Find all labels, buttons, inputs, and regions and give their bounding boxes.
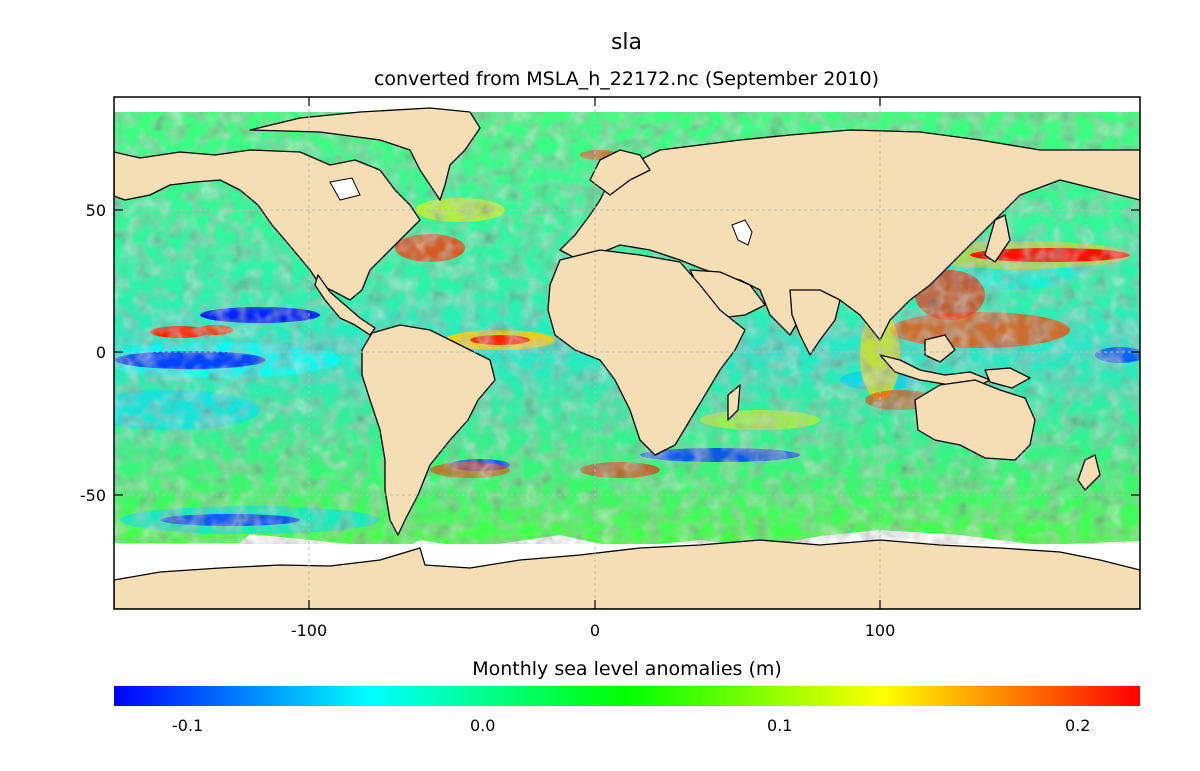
- x-tick-label: 0: [590, 621, 600, 640]
- x-tick-label: 100: [865, 621, 896, 640]
- south-america: [361, 324, 496, 536]
- new-zealand: [1077, 454, 1101, 491]
- map-title: sla: [610, 30, 643, 55]
- sla-world-map: -100 0 100 50 0 -50: [80, 96, 1141, 640]
- scandinavia: [589, 149, 651, 196]
- land-masses: [114, 107, 1140, 609]
- axis-ticks: [114, 97, 1140, 609]
- africa: [547, 249, 746, 456]
- y-tick-label: -50: [80, 486, 106, 505]
- colorbar-label: Monthly sea level anomalies (m): [472, 658, 782, 680]
- colorbar-tick-label: -0.1: [172, 716, 204, 735]
- map-plot-area: [114, 97, 1140, 609]
- y-tick-label: 50: [86, 201, 106, 220]
- central-america: [314, 274, 376, 336]
- map-subtitle: converted from MSLA_h_22172.nc (Septembe…: [373, 68, 880, 90]
- australia: [914, 379, 1036, 461]
- colorbar-tick-label: 0.1: [767, 716, 793, 735]
- india: [789, 289, 841, 356]
- new-guinea: [984, 367, 1031, 389]
- madagascar: [727, 384, 741, 421]
- colorbar-tick-label: 0.0: [470, 716, 496, 735]
- lakes: [329, 177, 753, 246]
- y-tick-label: 0: [96, 343, 106, 362]
- antarctica: [114, 539, 1140, 609]
- colorbar-tick-label: 0.2: [1065, 716, 1091, 735]
- japan: [984, 214, 1011, 263]
- colorbar: [114, 686, 1140, 706]
- map-frame: [113, 96, 1141, 610]
- x-tick-label: -100: [291, 621, 327, 640]
- greenland: [249, 107, 481, 201]
- graticule: [114, 97, 1140, 609]
